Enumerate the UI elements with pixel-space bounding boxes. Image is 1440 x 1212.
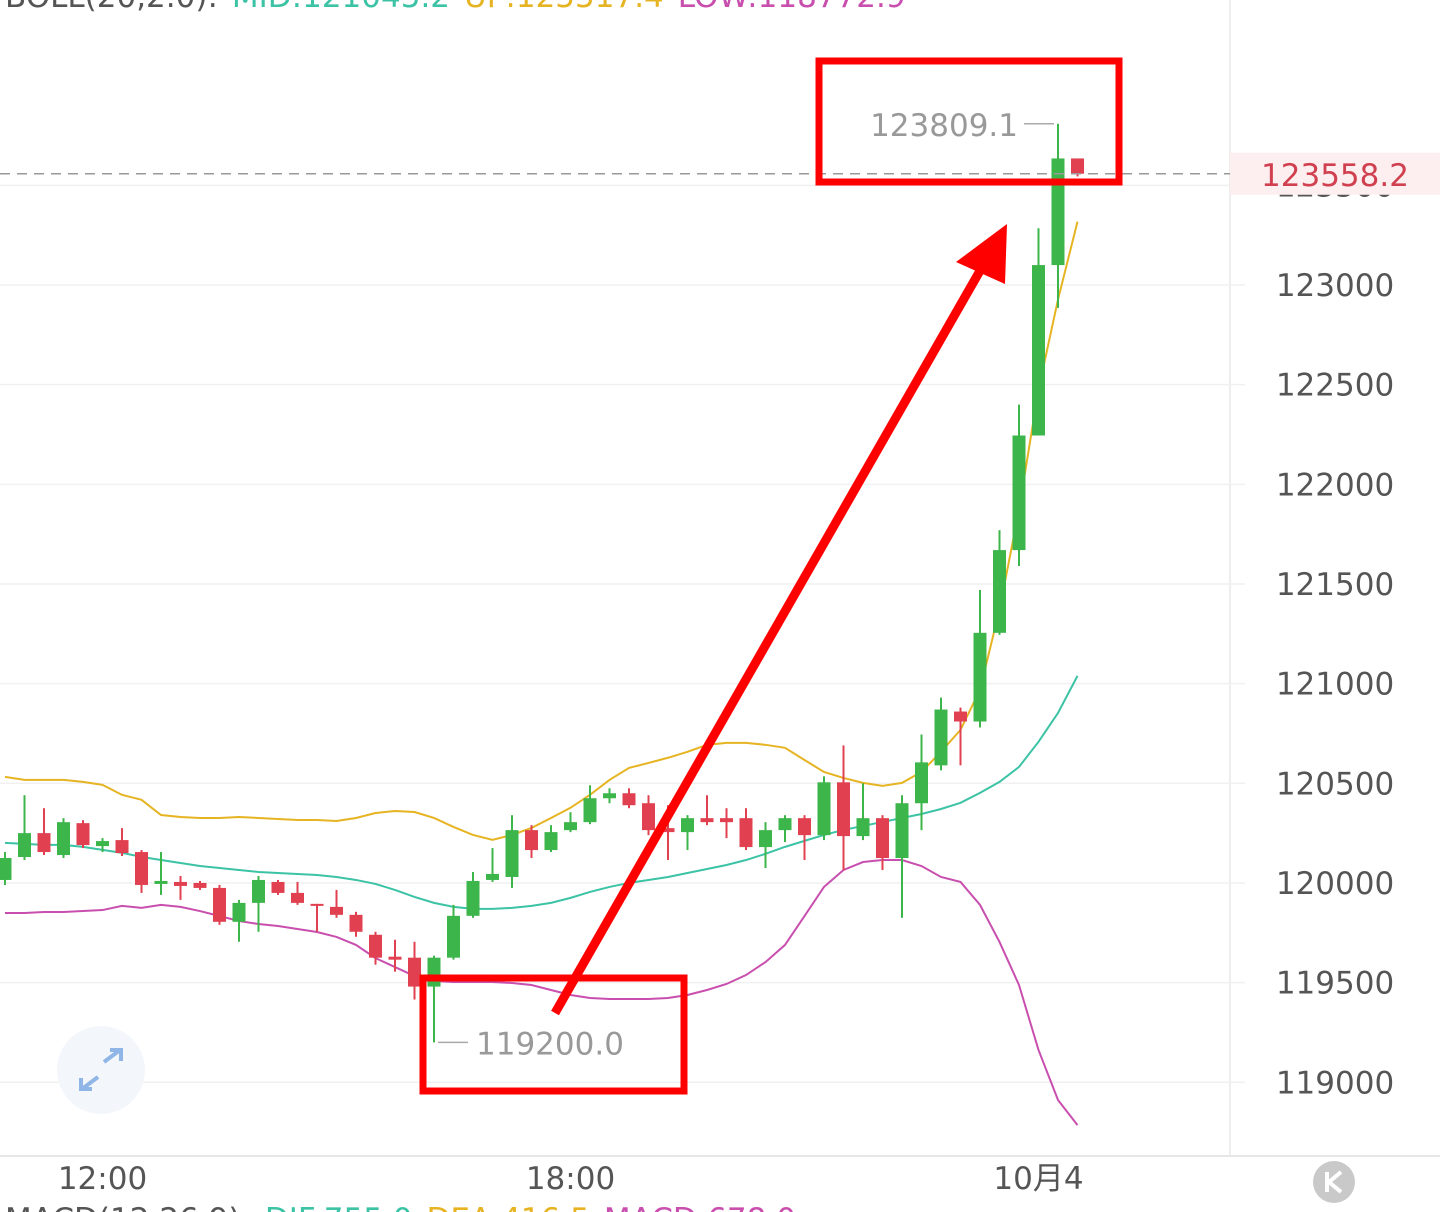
y-tick-label: 121500: [1276, 567, 1394, 603]
candle-body: [1032, 265, 1045, 436]
x-tick-label: 10月4: [993, 1161, 1083, 1197]
candle-body: [408, 957, 421, 987]
band-line: [5, 859, 1079, 1126]
candle-body: [76, 823, 90, 846]
candle-body: [934, 709, 948, 766]
candle-body: [369, 934, 382, 958]
candle-body: [96, 841, 109, 847]
candle-body: [759, 830, 772, 848]
candle-body: [213, 887, 226, 922]
x-tick-label: 18:00: [526, 1161, 615, 1197]
y-tick-label: 119000: [1276, 1065, 1394, 1101]
candle-body: [232, 902, 246, 922]
candle-body: [57, 822, 70, 856]
expand-bg: [57, 1026, 145, 1114]
candle-body: [18, 833, 31, 858]
candle-body: [564, 822, 577, 831]
candle-body: [720, 818, 733, 823]
candle-body: [0, 858, 12, 880]
y-tick-label: 123000: [1276, 268, 1394, 304]
candle-body: [778, 818, 792, 831]
indicator-value: MACD:678.0: [604, 1202, 796, 1212]
highlight-box: [815, 57, 1123, 186]
expand-button[interactable]: [57, 1026, 145, 1114]
indicator-value: LOW:118772.9: [678, 0, 906, 15]
highlight-box: [419, 974, 688, 1095]
last-price-label: 123558.2: [1261, 158, 1409, 194]
candle-body: [876, 818, 889, 859]
candle-body: [174, 881, 187, 886]
candle-body: [642, 803, 655, 831]
candle-body: [291, 892, 304, 903]
candles: [0, 123, 1084, 1043]
k-button[interactable]: [1313, 1161, 1355, 1203]
indicator-name: MACD(12,26,9):: [5, 1202, 251, 1212]
expand-icon: [79, 1048, 123, 1091]
candle-body: [115, 840, 129, 854]
candle-body: [856, 818, 870, 837]
y-tick-label: 122000: [1276, 467, 1394, 503]
candle-body: [973, 632, 987, 722]
k-icon: [1325, 1170, 1343, 1194]
candle-body: [1071, 158, 1084, 174]
indicator-name: BOLL(20,2.0):: [5, 0, 218, 15]
y-tick-label: 120000: [1276, 866, 1394, 902]
candle-body: [915, 762, 928, 804]
y-tick-label: 121000: [1276, 667, 1394, 703]
candle-body: [993, 550, 1006, 633]
indicator-value: DIF:755.0: [265, 1202, 413, 1212]
indicator-value: DEA:416.5: [427, 1202, 590, 1212]
y-tick-label: 122500: [1276, 368, 1394, 404]
candle-body: [135, 852, 148, 885]
candle-body: [154, 880, 168, 884]
candle-body: [486, 873, 499, 880]
x-tick-label: 12:00: [58, 1161, 147, 1197]
candle-body: [837, 782, 850, 837]
candle-body: [739, 818, 753, 848]
y-tick-label: 120500: [1276, 766, 1394, 802]
band-line: [4, 221, 1079, 841]
candle-body: [330, 906, 343, 915]
indicator-value: MID:121045.2: [232, 0, 450, 15]
candle-body: [447, 915, 460, 958]
low-label: 119200.0: [476, 1026, 624, 1062]
candle-body: [798, 818, 811, 836]
k-bg: [1313, 1161, 1355, 1203]
candle-body: [466, 880, 480, 916]
candle-body: [895, 803, 909, 859]
arrow-shaft: [551, 259, 989, 1016]
arrow-head: [956, 224, 1007, 284]
candle-body: [525, 830, 538, 851]
candle-body: [583, 798, 597, 823]
candle-body: [661, 828, 675, 833]
candle-body: [388, 956, 402, 960]
candle-body: [310, 903, 324, 906]
candle-body: [681, 818, 694, 833]
candle-body: [544, 832, 558, 851]
candle-body: [271, 881, 285, 893]
candle-body: [1012, 435, 1026, 551]
candle-body: [427, 957, 441, 987]
candle-body: [817, 782, 831, 836]
candle-body: [37, 833, 51, 853]
indicator-value: UP:125517.4: [464, 0, 664, 15]
candle-body: [603, 793, 616, 799]
last-price-bg: [1230, 152, 1440, 195]
candle-body: [700, 818, 714, 823]
high-label: 123809.1: [870, 108, 1018, 144]
y-tick-label: 119500: [1276, 966, 1394, 1002]
candle-body: [349, 914, 363, 932]
candle-body: [954, 711, 967, 722]
candle-body: [193, 882, 207, 888]
candle-body: [622, 793, 636, 806]
candle-body: [252, 879, 265, 903]
candle-body: [505, 830, 519, 877]
